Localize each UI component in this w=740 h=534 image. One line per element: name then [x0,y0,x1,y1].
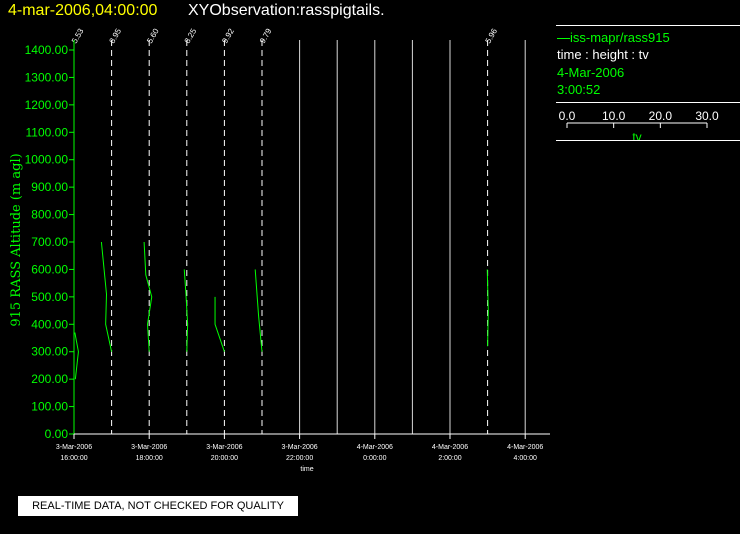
profile-label: 9.92 [220,27,236,45]
legend-date: 4-Mar-2006 [557,65,625,80]
profile-label: 8.25 [183,27,199,45]
y-tick-label: 300.00 [31,345,68,359]
profile-line [74,332,79,380]
y-tick-label: 1300.00 [25,70,69,84]
y-tick-label: 1200.00 [25,98,69,112]
x-tick-date: 4-Mar-2006 [432,444,468,451]
profile-label: 5.53 [70,27,86,45]
legend-scale-label: tv [632,130,641,144]
time-grid-lines [73,40,526,434]
chart-axes: 0.00 100.00 200.00 300.00 400.00 500.00 600.00… [25,40,550,462]
header-title: XYObservation:rasspigtails. [188,2,385,19]
x-tick-time: 4:00:00 [514,455,537,462]
legend-vars: time : height : tv [557,47,649,62]
legend-bottom-divider [556,140,740,141]
y-tick-label: 400.00 [31,317,68,331]
legend-scale-tick-label: 30.0 [695,109,719,123]
profile-label: 8.95 [108,27,124,45]
x-tick-date: 4-Mar-2006 [357,444,393,451]
profile-line [254,269,263,352]
legend-scale-tick-label: 20.0 [649,109,673,123]
legend-scale: 0.0 10.0 20.0 30.0 tv [559,109,719,144]
legend-swatch [557,38,570,40]
profile-label: 5.96 [484,27,500,45]
legend-scale-tick-label: 10.0 [602,109,626,123]
x-tick-time: 22:00:00 [286,455,313,462]
x-tick-date: 3-Mar-2006 [131,444,167,451]
y-tick-label: 100.00 [31,400,68,414]
profile-line [143,241,153,352]
y-tick-label: 200.00 [31,372,68,386]
x-tick-date: 3-Mar-2006 [206,444,242,451]
profile-label: 5.60 [145,27,161,45]
legend-scale-tick-label: 0.0 [559,109,576,123]
x-tick-time: 16:00:00 [60,455,87,462]
profile-line [214,296,225,352]
x-axis-label: time [300,466,313,473]
x-tick-time: 18:00:00 [136,455,163,462]
y-tick-label: 900.00 [31,180,68,194]
legend-mid-divider [556,102,740,103]
y-tick-label: 1000.00 [25,153,69,167]
quality-disclaimer: REAL-TIME DATA, NOT CHECKED FOR QUALITY [18,496,298,516]
legend-series: iss-mapr/rass915 [557,30,670,45]
x-tick-date: 4-Mar-2006 [507,444,543,451]
profile-line [486,269,489,347]
x-tick-time: 2:00:00 [438,455,461,462]
y-tick-label: 700.00 [31,235,68,249]
legend-time: 3:00:52 [557,82,601,97]
y-tick-label: 0.00 [45,427,69,441]
x-tick-date: 3-Mar-2006 [56,444,92,451]
y-axis-label: 915 RASS Altitude (m agl) [9,153,24,326]
y-tick-label: 800.00 [31,208,68,222]
y-tick-label: 600.00 [31,262,68,276]
y-tick-label: 500.00 [31,290,68,304]
legend-top-divider [556,25,740,26]
x-tick-time: 0:00:00 [363,455,386,462]
x-tick-date: 3-Mar-2006 [282,444,318,451]
y-tick-label: 1100.00 [26,125,69,139]
x-tick-time: 20:00:00 [211,455,238,462]
profile-line [100,241,113,352]
profile-line [183,269,189,352]
y-tick-label: 1400.00 [25,43,69,57]
header-date: 4-mar-2006,04:00:00 [8,2,158,19]
profile-series: 5.53 8.95 5.60 8.25 9.92 9.79 5.96 [70,27,499,380]
profile-label: 9.79 [258,27,274,45]
